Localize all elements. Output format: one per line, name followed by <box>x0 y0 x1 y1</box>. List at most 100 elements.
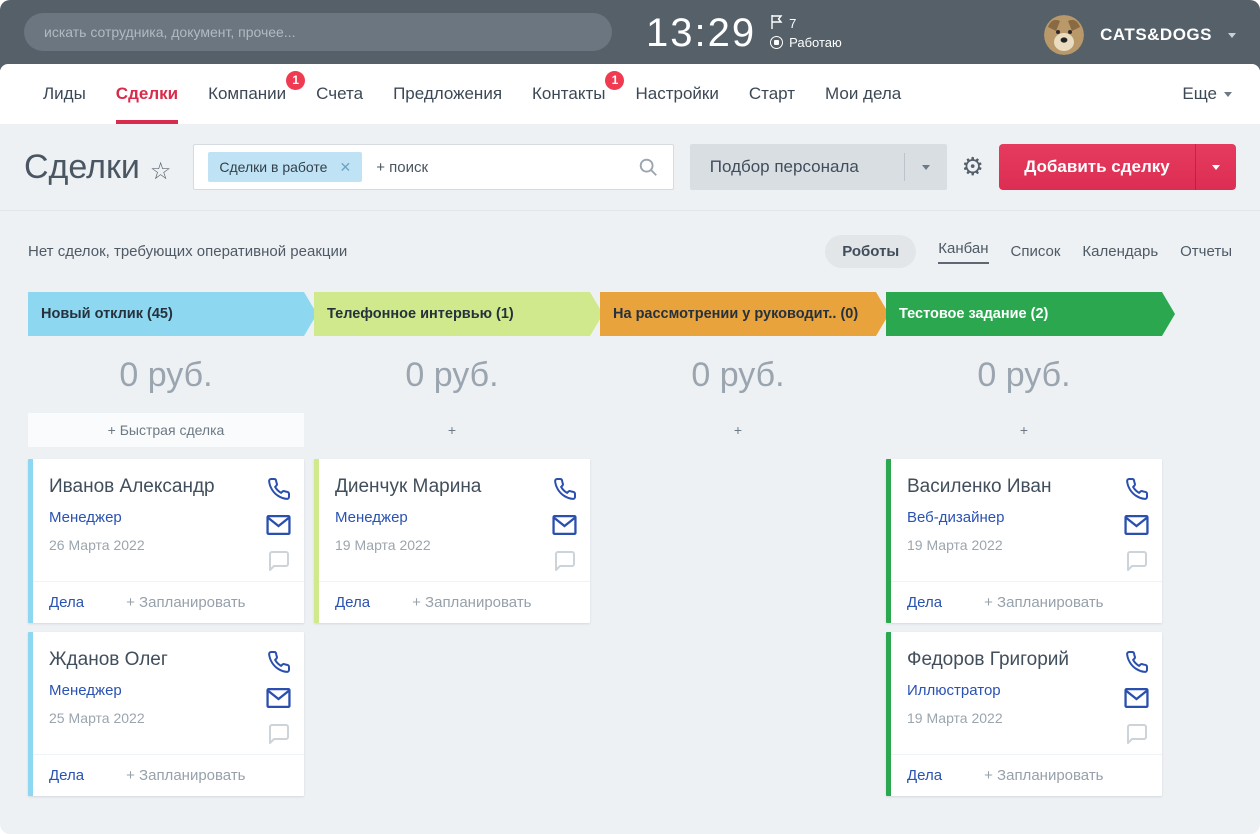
nav-item-label: Старт <box>748 84 796 103</box>
email-icon[interactable] <box>1124 514 1149 536</box>
view-tab[interactable]: Отчеты <box>1180 243 1232 260</box>
add-deal-label: Добавить сделку <box>1024 157 1170 176</box>
account-caret-icon[interactable] <box>1228 32 1236 38</box>
chat-icon[interactable] <box>1125 549 1149 573</box>
nav-item[interactable]: Лиды <box>28 64 101 124</box>
deal-date: 26 Марта 2022 <box>49 537 145 553</box>
schedule-link[interactable]: + Запланировать <box>126 594 246 611</box>
avatar[interactable] <box>1044 15 1085 55</box>
deal-title-link[interactable]: Иллюстратор <box>907 682 1001 699</box>
card-list: Диенчук Марина Менеджер 19 Марта 2022 Де… <box>314 459 590 623</box>
deal-title-link[interactable]: Веб-дизайнер <box>907 509 1005 526</box>
deal-contact-name[interactable]: Федоров Григорий <box>907 649 1070 670</box>
view-tab[interactable]: Список <box>1010 243 1061 260</box>
phone-icon[interactable] <box>267 650 291 674</box>
view-tab[interactable]: Роботы <box>825 235 917 268</box>
nav-more-button[interactable]: Еще <box>1182 84 1232 104</box>
remove-filter-icon[interactable]: ✕ <box>339 158 352 175</box>
settings-gear-icon[interactable]: ⚙ <box>961 153 984 181</box>
top-bar: 13:29 7 Работаю <box>0 0 1260 70</box>
deal-card[interactable]: Иванов Александр Менеджер 26 Марта 2022 … <box>28 459 304 623</box>
chat-icon[interactable] <box>553 549 577 573</box>
filter-search-placeholder[interactable]: + поиск <box>376 158 429 176</box>
add-deal-caret[interactable] <box>1196 164 1236 170</box>
phone-icon[interactable] <box>267 477 291 501</box>
funnel-select-button[interactable]: Подбор персонала <box>689 144 947 190</box>
nav-item-label: Сделки <box>115 84 179 103</box>
nav-item[interactable]: Счета <box>301 64 378 124</box>
view-tab[interactable]: Календарь <box>1082 243 1159 260</box>
nav-item[interactable]: Настройки <box>620 64 733 124</box>
deal-actions <box>266 477 291 573</box>
email-icon[interactable] <box>266 687 291 709</box>
divider <box>1195 144 1196 190</box>
phone-icon[interactable] <box>553 477 577 501</box>
filter-search-box[interactable]: Сделки в работе ✕ + поиск <box>193 144 674 190</box>
nav-item-label: Лиды <box>43 84 86 103</box>
page-title: Сделки <box>24 147 140 186</box>
nav-item[interactable]: Мои дела <box>810 64 916 124</box>
nav-item[interactable]: Предложения <box>378 64 517 124</box>
deal-card[interactable]: Жданов Олег Менеджер 25 Марта 2022 Дела … <box>28 632 304 796</box>
schedule-link[interactable]: + Запланировать <box>126 767 246 784</box>
deal-title-link[interactable]: Менеджер <box>49 682 122 699</box>
account-menu[interactable]: CATS&DOGS <box>1044 12 1236 55</box>
deal-card[interactable]: Федоров Григорий Иллюстратор 19 Марта 20… <box>886 632 1162 796</box>
work-status-toggle[interactable]: Работаю <box>770 35 842 50</box>
nav-item-badge: 1 <box>286 71 306 90</box>
phone-icon[interactable] <box>1125 650 1149 674</box>
phone-icon[interactable] <box>1125 477 1149 501</box>
add-deal-button[interactable]: Добавить сделку <box>998 144 1236 190</box>
quick-add-deal-button[interactable]: + <box>1019 422 1029 438</box>
deals-link[interactable]: Дела <box>907 594 943 611</box>
favorite-star-icon[interactable]: ☆ <box>149 157 172 185</box>
chat-icon[interactable] <box>267 549 291 573</box>
nav-item[interactable]: Контакты 1 <box>517 64 625 124</box>
chat-icon[interactable] <box>1125 722 1149 746</box>
stage-header[interactable]: На рассмотрении у руководит.. (0) <box>600 292 889 336</box>
email-icon[interactable] <box>266 514 291 536</box>
global-search-input[interactable] <box>24 13 612 51</box>
deal-title-link[interactable]: Менеджер <box>49 509 122 526</box>
deal-title-link[interactable]: Менеджер <box>335 509 408 526</box>
nav-item-label: Счета <box>316 84 364 103</box>
status-message: Нет сделок, требующих оперативной реакци… <box>28 243 348 260</box>
schedule-link[interactable]: + Запланировать <box>412 594 532 611</box>
email-icon[interactable] <box>1124 687 1149 709</box>
deals-link[interactable]: Дела <box>907 767 943 784</box>
kanban-board: Новый отклик (45) 0 руб. + Быстрая сделк… <box>0 286 1260 805</box>
view-tab[interactable]: Канбан <box>938 240 989 264</box>
deal-card[interactable]: Василенко Иван Веб-дизайнер 19 Марта 202… <box>886 459 1162 623</box>
nav-item[interactable]: Сделки <box>101 64 193 124</box>
deal-contact-name[interactable]: Диенчук Марина <box>335 476 482 497</box>
nav-item-label: Настройки <box>635 84 719 103</box>
stage-total: 0 руб. <box>977 356 1071 394</box>
deal-contact-name[interactable]: Василенко Иван <box>907 476 1052 497</box>
quick-add-deal-button[interactable]: + Быстрая сделка <box>28 413 304 447</box>
stage-header[interactable]: Новый отклик (45) <box>28 292 317 336</box>
deals-link[interactable]: Дела <box>335 594 371 611</box>
search-icon[interactable] <box>637 156 659 178</box>
deals-link[interactable]: Дела <box>49 767 85 784</box>
stage-header[interactable]: Телефонное интервью (1) <box>314 292 603 336</box>
deals-link[interactable]: Дела <box>49 594 85 611</box>
schedule-link[interactable]: + Запланировать <box>984 767 1104 784</box>
nav-item[interactable]: Компании 1 <box>193 64 306 124</box>
email-icon[interactable] <box>552 514 577 536</box>
deal-contact-name[interactable]: Иванов Александр <box>49 476 215 497</box>
funnel-caret[interactable] <box>905 164 947 170</box>
schedule-link[interactable]: + Запланировать <box>984 594 1104 611</box>
stage-total: 0 руб. <box>691 356 785 394</box>
stage-header[interactable]: Тестовое задание (2) <box>886 292 1175 336</box>
notifications[interactable]: 7 <box>770 14 842 32</box>
deal-card[interactable]: Диенчук Марина Менеджер 19 Марта 2022 Де… <box>314 459 590 623</box>
nav-item[interactable]: Старт <box>734 64 810 124</box>
filter-chip[interactable]: Сделки в работе ✕ <box>208 152 363 182</box>
deal-contact-name[interactable]: Жданов Олег <box>49 649 168 670</box>
status-block: 7 Работаю <box>770 12 842 50</box>
quick-add-deal-button[interactable]: + <box>733 422 743 438</box>
kanban-column: Телефонное интервью (1) 0 руб. + Диенчук… <box>314 292 590 632</box>
quick-add-deal-button[interactable]: + <box>447 422 457 438</box>
chat-icon[interactable] <box>267 722 291 746</box>
